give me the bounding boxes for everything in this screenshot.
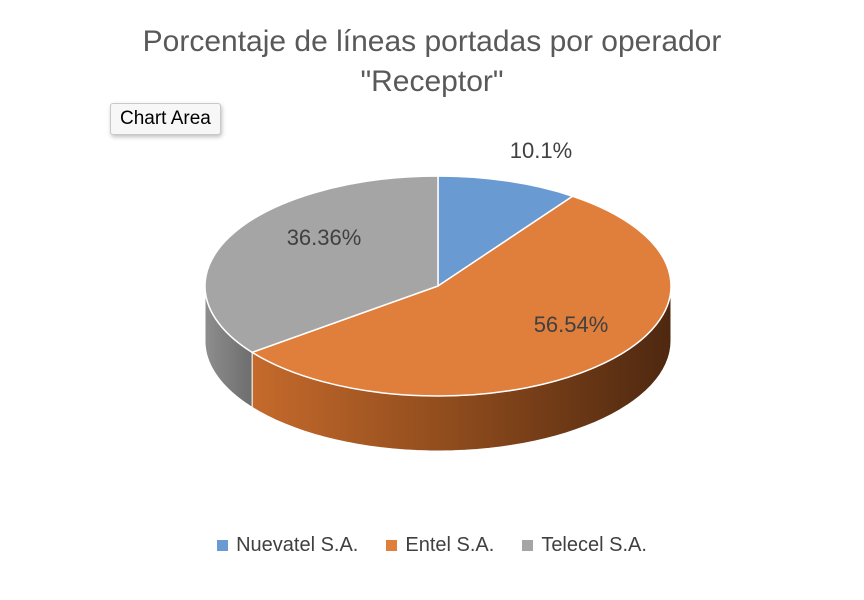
- legend-item-telecel[interactable]: Telecel S.A.: [522, 534, 647, 557]
- chart-title: Porcentaje de líneas portadas por operad…: [0, 22, 864, 102]
- pie-slice-telecel[interactable]: [204, 175, 439, 354]
- data-label-entel: 56.54%: [534, 312, 609, 337]
- pie-slices: [204, 175, 672, 397]
- pie-slice-entel[interactable]: [250, 195, 672, 397]
- legend-label-telecel: Telecel S.A.: [541, 534, 647, 556]
- legend-item-entel[interactable]: Entel S.A.: [386, 534, 494, 557]
- legend-swatch-entel: [386, 540, 398, 551]
- chart-legend: Nuevatel S.A. Entel S.A. Telecel S.A.: [0, 534, 864, 557]
- chart-title-line-1: Porcentaje de líneas portadas por operad…: [142, 25, 722, 58]
- legend-label-entel: Entel S.A.: [405, 534, 495, 556]
- legend-swatch-nuevatel: [217, 540, 229, 551]
- chart-area-tooltip: Chart Area: [110, 103, 221, 135]
- legend-item-nuevatel[interactable]: Nuevatel S.A.: [217, 534, 358, 557]
- legend-swatch-telecel: [522, 540, 534, 551]
- chart-title-line-2: "Receptor": [360, 65, 504, 98]
- data-label-nuevatel: 10.1%: [510, 138, 572, 163]
- pie-slice-nuevatel[interactable]: [437, 175, 575, 288]
- legend-label-nuevatel: Nuevatel S.A.: [236, 534, 359, 556]
- data-label-telecel: 36.36%: [287, 225, 362, 250]
- pie-data-labels: 10.1% 56.54% 36.36%: [287, 138, 609, 337]
